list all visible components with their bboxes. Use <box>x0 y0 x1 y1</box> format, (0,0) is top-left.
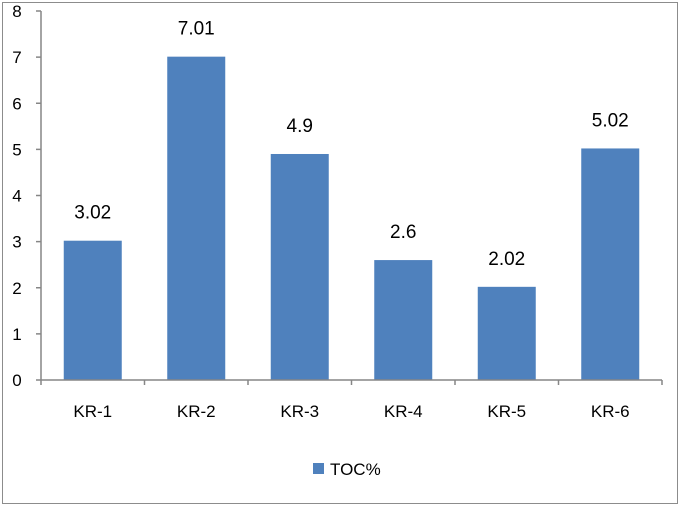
data-label-kr-4: 2.6 <box>390 222 416 243</box>
y-tick-label: 6 <box>12 94 21 113</box>
y-tick-label: 0 <box>12 371 21 390</box>
x-tick-label-kr-3: KR-3 <box>280 402 319 421</box>
x-axis-ticks: KR-1 KR-2 KR-3 KR-4 KR-5 KR-6 <box>40 380 663 421</box>
bar-kr-3 <box>270 153 329 380</box>
legend-swatch <box>313 463 324 474</box>
y-tick-label: 4 <box>12 187 21 206</box>
y-tick-label: 7 <box>12 48 21 67</box>
legend-label: TOC% <box>330 460 381 479</box>
y-axis-ticks: 0 1 2 3 4 5 6 7 8 <box>12 2 41 390</box>
bar-kr-5 <box>477 286 536 380</box>
bar-kr-6 <box>581 148 640 380</box>
x-tick-label-kr-1: KR-1 <box>73 402 112 421</box>
bar-kr-2 <box>167 56 226 380</box>
data-label-kr-3: 4.9 <box>287 116 313 137</box>
y-tick-label: 1 <box>12 325 21 344</box>
x-tick-label-kr-4: KR-4 <box>384 402 423 421</box>
x-tick-label-kr-6: KR-6 <box>591 402 630 421</box>
data-label-kr-1: 3.02 <box>74 203 111 224</box>
data-label-kr-2: 7.01 <box>178 19 215 40</box>
data-labels: 3.02 7.01 4.9 2.6 2.02 5.02 <box>74 19 628 270</box>
x-tick-label-kr-5: KR-5 <box>487 402 526 421</box>
bar-series <box>63 56 640 380</box>
bar-kr-1 <box>63 240 122 380</box>
y-tick-label: 3 <box>12 233 21 252</box>
legend: TOC% <box>313 460 381 479</box>
bar-kr-4 <box>374 260 433 380</box>
data-label-kr-5: 2.02 <box>488 249 525 270</box>
x-tick-label-kr-2: KR-2 <box>177 402 216 421</box>
data-label-kr-6: 5.02 <box>592 110 629 131</box>
y-tick-label: 8 <box>12 2 21 21</box>
y-tick-label: 2 <box>12 279 21 298</box>
y-tick-label: 5 <box>12 140 21 159</box>
